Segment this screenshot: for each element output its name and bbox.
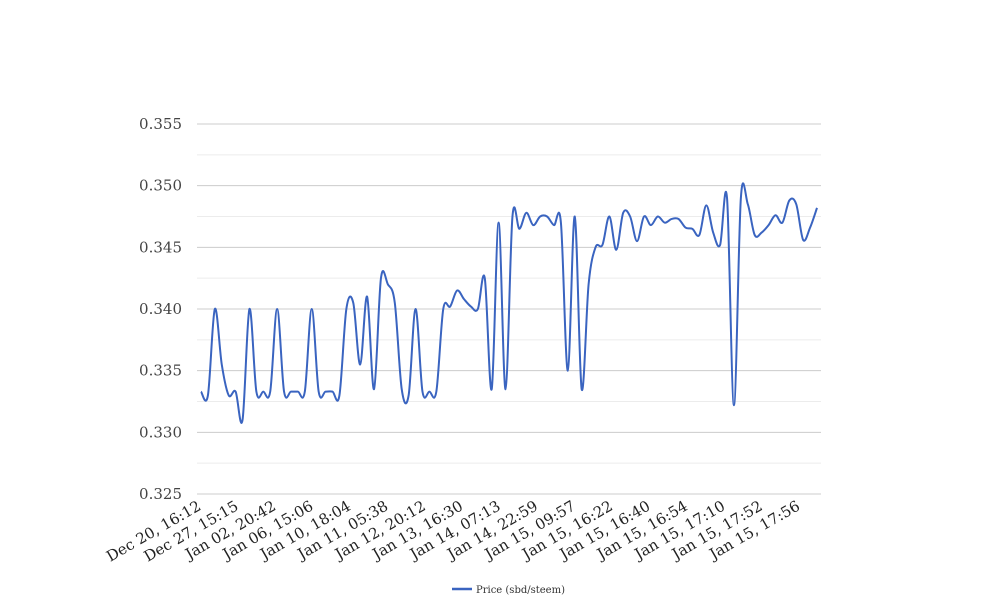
y-tick-label: 0.340 (139, 300, 182, 318)
series-lines (200, 182, 818, 424)
y-axis-ticks: 0.325 0.330 0.335 0.340 0.345 0.350 0.355 (139, 115, 182, 503)
y-tick-label: 0.345 (139, 238, 182, 256)
series-line-price (200, 182, 818, 424)
y-tick-label: 0.325 (139, 485, 182, 503)
legend: Price (sbd/steem) (452, 585, 565, 596)
legend-label: Price (sbd/steem) (476, 585, 565, 596)
y-tick-label: 0.355 (139, 115, 182, 133)
y-tick-label: 0.335 (139, 362, 182, 380)
y-tick-label: 0.350 (139, 177, 182, 195)
y-tick-label: 0.330 (139, 423, 182, 441)
